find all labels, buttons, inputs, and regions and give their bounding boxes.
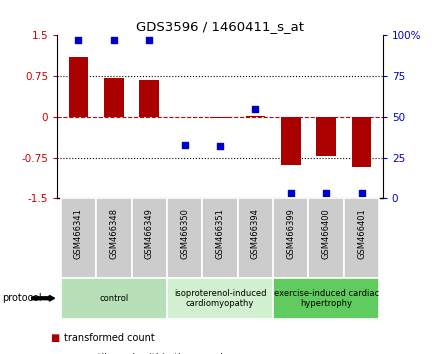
Point (216, 143, 224, 149)
Text: GSM466351: GSM466351 (216, 208, 224, 259)
Point (252, 106, 259, 112)
Bar (210, 117, 230, 118)
Text: protocol: protocol (2, 293, 42, 303)
Title: GDS3596 / 1460411_s_at: GDS3596 / 1460411_s_at (136, 20, 304, 33)
Bar (352, 117, 371, 167)
Text: GSM466399: GSM466399 (286, 208, 295, 259)
Point (146, 38, 153, 43)
Text: GSM466400: GSM466400 (322, 208, 331, 258)
Text: exercise-induced cardiac
hypertrophy: exercise-induced cardiac hypertrophy (274, 289, 379, 308)
Text: GSM466349: GSM466349 (145, 208, 154, 259)
Point (75, 38, 82, 43)
Text: ■: ■ (51, 333, 60, 343)
Text: GSM466394: GSM466394 (251, 208, 260, 259)
Point (358, 190, 365, 196)
Bar (281, 117, 301, 165)
Bar (139, 80, 159, 117)
Bar (316, 117, 336, 156)
Text: GSM466341: GSM466341 (74, 208, 83, 259)
Text: ■: ■ (51, 353, 60, 354)
Point (287, 190, 294, 196)
Point (110, 38, 117, 43)
Text: GSM466350: GSM466350 (180, 208, 189, 259)
Point (181, 142, 188, 147)
Text: isoproterenol-induced
cardiomyopathy: isoproterenol-induced cardiomyopathy (174, 289, 266, 308)
Bar (104, 78, 124, 117)
Text: GSM466348: GSM466348 (109, 208, 118, 259)
Text: control: control (99, 294, 128, 303)
Bar (69, 57, 88, 117)
Text: percentile rank within the sample: percentile rank within the sample (64, 353, 229, 354)
Point (323, 190, 330, 196)
Bar (246, 116, 265, 117)
Text: transformed count: transformed count (64, 333, 154, 343)
Text: GSM466401: GSM466401 (357, 208, 366, 258)
